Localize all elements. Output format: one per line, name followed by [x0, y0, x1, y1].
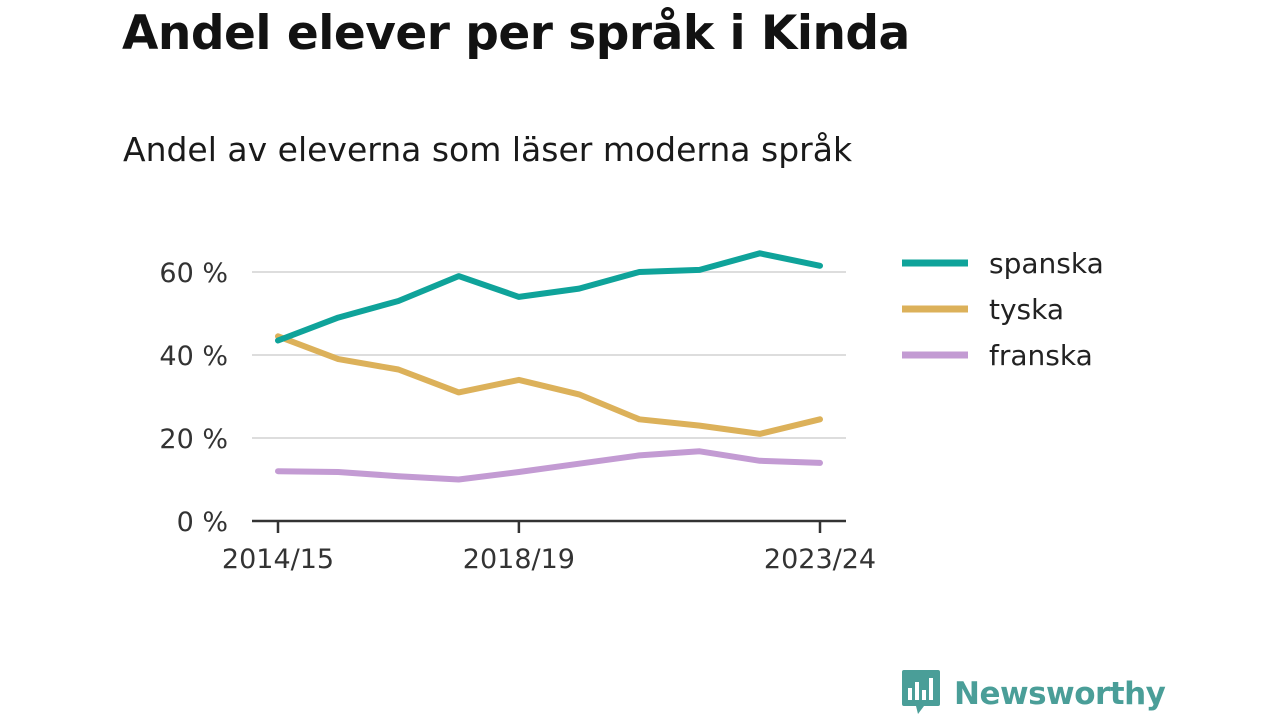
- newsworthy-icon: [900, 668, 942, 720]
- y-axis-labels: 0 % 20 % 40 % 60 %: [159, 258, 228, 538]
- legend-label-spanska: spanska: [989, 247, 1104, 280]
- x-tick-label: 2023/24: [764, 544, 876, 575]
- y-tick-label: 20 %: [159, 424, 228, 455]
- y-tick-label: 60 %: [159, 258, 228, 289]
- legend: spanska tyska franska: [902, 247, 1104, 372]
- newsworthy-logo: Newsworthy: [900, 668, 1166, 720]
- x-axis: 2014/15 2018/19 2023/24: [222, 519, 876, 575]
- grid-lines: [252, 271, 846, 439]
- legend-label-franska: franska: [989, 339, 1093, 372]
- chart-subtitle: Andel av eleverna som läser moderna språ…: [123, 130, 853, 169]
- y-tick-label: 40 %: [159, 341, 228, 372]
- brand-name: Newsworthy: [954, 676, 1166, 712]
- y-tick-label: 0 %: [177, 507, 228, 538]
- series-lines: [275, 250, 823, 483]
- legend-label-tyska: tyska: [989, 293, 1064, 326]
- series-line-spanska: [275, 250, 823, 344]
- x-tick-label: 2014/15: [222, 544, 334, 575]
- series-line-tyska: [275, 333, 823, 437]
- x-tick-label: 2018/19: [463, 544, 575, 575]
- series-line-franska: [275, 448, 823, 483]
- chart-title: Andel elever per språk i Kinda: [122, 6, 910, 61]
